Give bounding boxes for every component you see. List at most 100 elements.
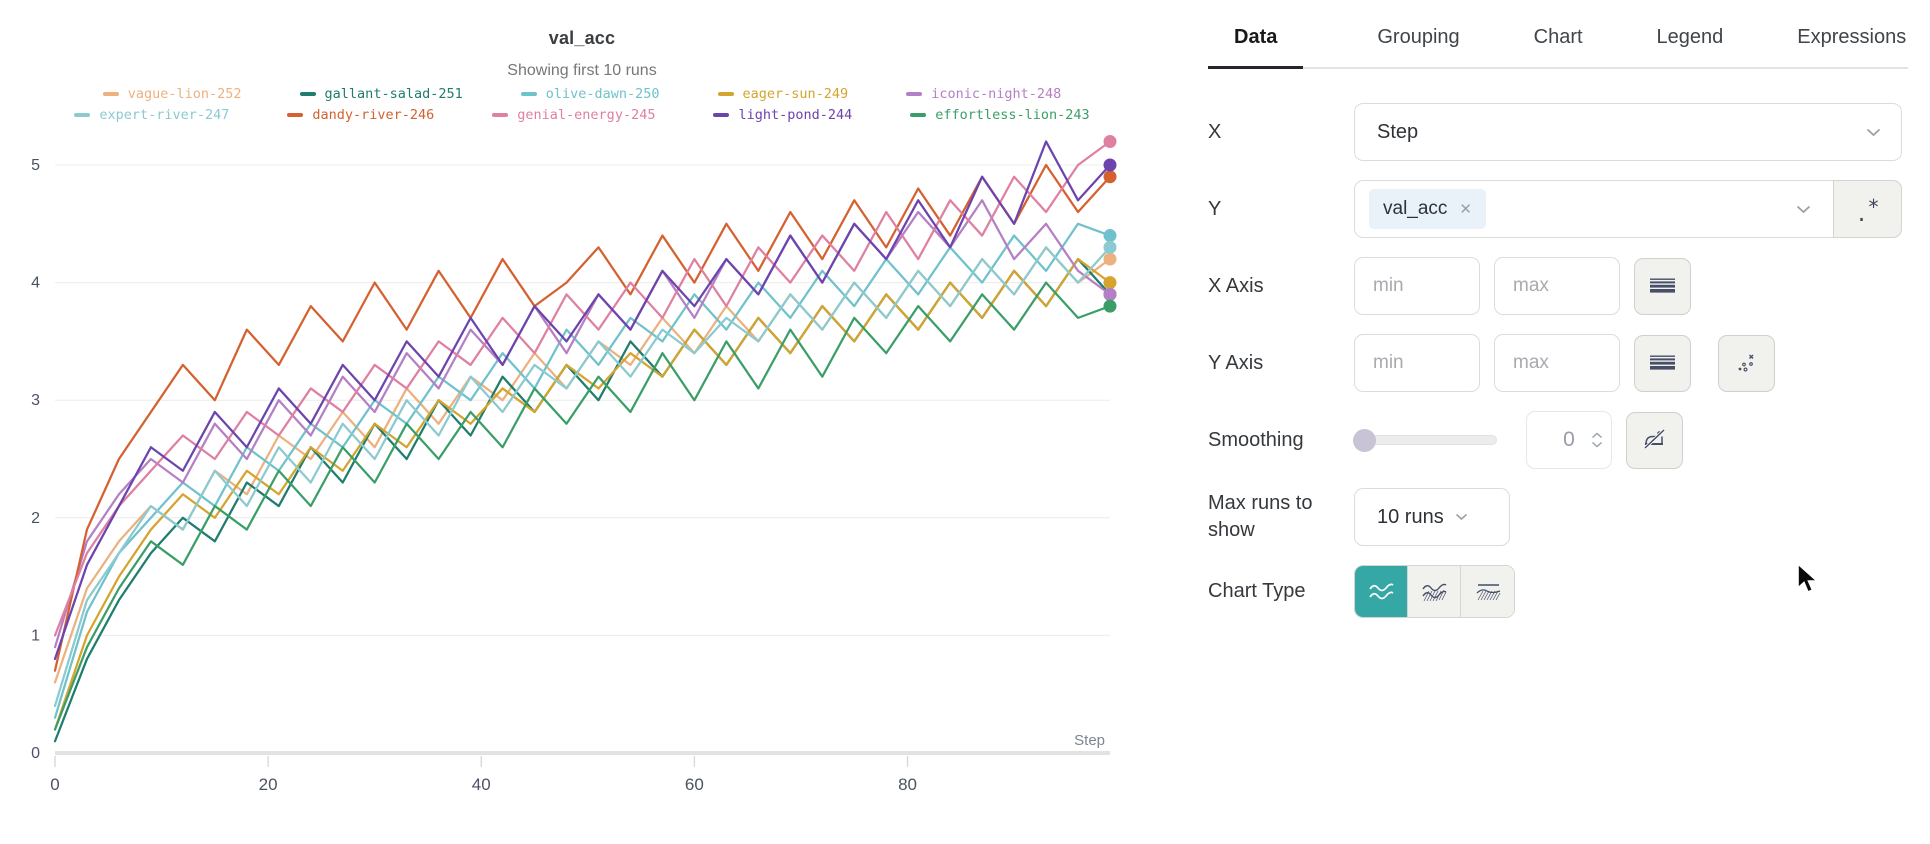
- legend-swatch-icon: [910, 113, 927, 117]
- y-metric-chip-label: val_acc: [1383, 198, 1448, 219]
- chart-type-label: Chart Type: [1208, 580, 1306, 602]
- ignore-outliers-button[interactable]: [1718, 334, 1775, 392]
- remove-chip-icon[interactable]: ✕: [1459, 201, 1472, 218]
- x-axis-title: Step: [1074, 732, 1105, 749]
- y-tick-label: 1: [31, 627, 40, 644]
- log-scale-icon: [1650, 278, 1675, 293]
- max-runs-dropdown[interactable]: 10 runs: [1354, 488, 1510, 546]
- legend-swatch-icon: [299, 92, 316, 96]
- y-metric-chip[interactable]: val_acc ✕: [1369, 189, 1486, 229]
- legend-label: olive-dawn-250: [545, 86, 660, 102]
- legend-swatch-icon: [520, 92, 537, 96]
- x-label: X: [1208, 120, 1222, 143]
- chart-type-area-button[interactable]: [1408, 566, 1461, 617]
- max-runs-value: 10 runs: [1377, 505, 1444, 528]
- y-row: Y val_acc ✕ . *: [1208, 180, 1908, 238]
- series-line: [53, 140, 1112, 661]
- x-select[interactable]: Step: [1354, 103, 1902, 161]
- y-multiselect[interactable]: val_acc ✕ . *: [1354, 180, 1902, 238]
- legend-item: olive-dawn-250: [520, 85, 660, 103]
- legend-item: expert-river-247: [74, 106, 229, 124]
- ignore-outliers-icon: [1738, 354, 1753, 372]
- smoothing-label: Smoothing: [1208, 428, 1304, 451]
- smoothing-slider-thumb[interactable]: [1353, 429, 1376, 452]
- legend-item: gallant-salad-251: [299, 85, 463, 103]
- y-axis-min-input[interactable]: [1354, 334, 1480, 392]
- chevron-down-icon: [1796, 205, 1811, 213]
- series-line: [53, 140, 1112, 637]
- legend-swatch-icon: [492, 113, 509, 117]
- legend-label: dandy-river-246: [312, 107, 435, 123]
- legend-swatch-icon: [74, 113, 91, 117]
- chart-type-minmax-button[interactable]: [1461, 566, 1514, 617]
- chart-legend-row-2: expert-river-247 dandy-river-246 genial-…: [0, 106, 1164, 124]
- tab-expressions[interactable]: Expressions: [1797, 26, 1907, 48]
- chart-legend-row-1: vague-lion-252 gallant-salad-251 olive-d…: [0, 85, 1164, 103]
- tab-chart[interactable]: Chart: [1533, 26, 1583, 48]
- series-end-dot: [1103, 134, 1117, 148]
- legend-label: genial-energy-245: [517, 107, 656, 123]
- y-tick-label: 4: [31, 275, 40, 292]
- legend-swatch-icon: [717, 92, 734, 96]
- chevron-down-icon: [1455, 513, 1467, 521]
- max-runs-row: Max runs to show 10 runs: [1208, 488, 1908, 546]
- chart-type-row: Chart Type: [1208, 565, 1908, 618]
- regex-star: *: [1867, 195, 1880, 219]
- series-line: [53, 163, 1112, 672]
- y-axis-max-input[interactable]: [1494, 334, 1620, 392]
- line-plot-icon: [1369, 583, 1394, 599]
- legend-label: iconic-night-248: [931, 86, 1062, 102]
- smoothing-stepper[interactable]: [1591, 412, 1603, 468]
- tab-grouping[interactable]: Grouping: [1377, 26, 1460, 48]
- y-tick-label: 2: [31, 510, 40, 527]
- legend-item: eager-sun-249: [717, 85, 848, 103]
- chart-type-line-button[interactable]: [1355, 566, 1408, 617]
- area-plot-icon: [1422, 583, 1447, 601]
- legend-item: dandy-river-246: [287, 106, 434, 124]
- y-tick-label: 5: [31, 157, 40, 174]
- x-tick-label: 0: [50, 775, 59, 794]
- smoothing-slider[interactable]: [1353, 429, 1497, 452]
- legend-swatch-icon: [713, 113, 730, 117]
- x-tick-label: 60: [685, 775, 704, 794]
- legend-item: genial-energy-245: [492, 106, 655, 124]
- legend-swatch-icon: [102, 92, 119, 96]
- legend-swatch-icon: [287, 113, 304, 117]
- series-line: [53, 281, 1112, 731]
- log-scale-icon: [1650, 355, 1675, 370]
- smoothing-iron-disabled-icon: [1643, 428, 1665, 450]
- legend-item: iconic-night-248: [906, 85, 1061, 103]
- legend-item: light-pond-244: [713, 106, 852, 124]
- x-axis-line: [55, 751, 1110, 755]
- tab-legend[interactable]: Legend: [1656, 26, 1724, 48]
- regex-toggle-button[interactable]: . *: [1833, 180, 1902, 238]
- y-axis-label: Y Axis: [1208, 351, 1264, 374]
- y-label: Y: [1208, 197, 1222, 220]
- series-line: [53, 199, 1112, 649]
- tab-data[interactable]: Data: [1208, 18, 1304, 69]
- smoothing-row: Smoothing 0: [1208, 411, 1908, 469]
- x-tick-label: 40: [472, 775, 491, 794]
- x-row: X Step: [1208, 103, 1908, 161]
- legend-swatch-icon: [906, 92, 923, 96]
- y-tick-label: 3: [31, 392, 40, 409]
- disable-smoothing-button[interactable]: [1626, 411, 1683, 469]
- series-line: [53, 222, 1112, 719]
- legend-label: effortless-lion-243: [935, 107, 1090, 123]
- series-line: [53, 246, 1112, 708]
- x-select-value: Step: [1377, 120, 1419, 143]
- smoothing-value-input[interactable]: 0: [1526, 411, 1612, 469]
- stepper-up-icon[interactable]: [1591, 432, 1603, 439]
- y-log-scale-button[interactable]: [1634, 334, 1691, 392]
- smoothing-value: 0: [1563, 428, 1575, 451]
- series-end-dot: [1103, 299, 1117, 313]
- max-runs-label: Max runs to show: [1208, 492, 1313, 541]
- line-chart: 0 20 40 60 80 0 1 2 3 4 5 Step: [31, 134, 1117, 794]
- x-axis-min-input[interactable]: [1354, 257, 1480, 315]
- chart-subtitle: Showing first 10 runs: [507, 62, 657, 79]
- legend-label: light-pond-244: [738, 107, 853, 123]
- x-axis-max-input[interactable]: [1494, 257, 1620, 315]
- series-end-dot: [1103, 229, 1117, 243]
- x-log-scale-button[interactable]: [1634, 257, 1691, 315]
- stepper-down-icon[interactable]: [1591, 441, 1603, 448]
